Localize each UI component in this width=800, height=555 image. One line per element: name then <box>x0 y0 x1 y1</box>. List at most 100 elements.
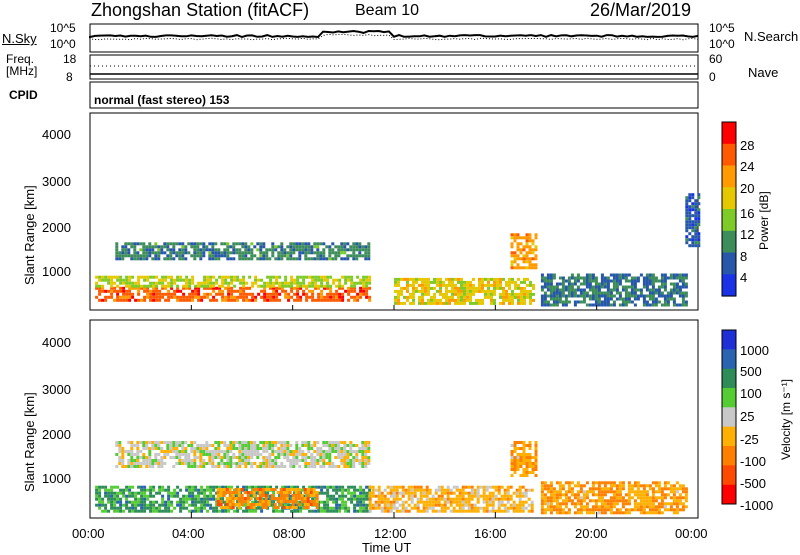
data-cell <box>511 298 514 302</box>
data-cell <box>347 485 351 489</box>
data-cell <box>585 303 589 307</box>
data-cell <box>482 494 486 498</box>
data-cell <box>172 450 176 453</box>
data-cell <box>226 245 230 249</box>
data-cell <box>133 251 137 255</box>
data-cell <box>295 453 299 456</box>
data-cell <box>154 456 158 459</box>
data-cell <box>146 278 150 282</box>
data-cell <box>657 502 661 506</box>
data-cell <box>513 459 517 462</box>
data-cell <box>549 273 553 277</box>
data-cell <box>383 488 387 492</box>
data-cell <box>672 511 676 515</box>
data-cell <box>303 497 307 500</box>
data-cell <box>404 491 408 495</box>
data-cell <box>250 441 254 444</box>
data-cell <box>208 459 212 462</box>
data-cell <box>119 298 123 302</box>
data-cell <box>121 245 125 249</box>
velocity-colorbar <box>721 329 737 505</box>
data-cell <box>515 503 519 507</box>
data-cell <box>576 493 580 497</box>
data-cell <box>322 456 326 459</box>
data-cell <box>121 257 125 261</box>
data-cell <box>443 503 447 507</box>
power-cbar-tick: 12 <box>740 227 755 242</box>
data-cell <box>452 491 456 495</box>
data-cell <box>573 484 577 488</box>
data-cell <box>269 275 273 279</box>
data-cell <box>259 251 263 255</box>
data-cell <box>564 297 568 301</box>
data-cell <box>697 214 701 218</box>
data-cell <box>439 289 442 293</box>
data-cell <box>633 276 637 280</box>
data-cell <box>197 491 201 495</box>
data-cell <box>344 278 348 282</box>
data-cell <box>463 283 466 287</box>
data-cell <box>290 485 294 489</box>
data-cell <box>122 295 126 299</box>
data-cell <box>615 484 619 488</box>
data-cell <box>512 509 516 513</box>
data-cell <box>445 283 448 287</box>
data-cell <box>323 485 327 489</box>
data-cell <box>651 496 655 500</box>
data-cell <box>125 281 129 285</box>
data-cell <box>142 462 146 465</box>
data-cell <box>275 292 279 296</box>
data-cell <box>510 242 514 246</box>
data-cell <box>149 284 153 288</box>
data-cell <box>191 503 195 507</box>
data-cell <box>286 456 290 459</box>
data-cell <box>137 278 141 282</box>
data-cell <box>470 497 474 501</box>
data-cell <box>496 277 499 281</box>
data-cell <box>627 502 631 506</box>
data-cell <box>296 286 300 290</box>
data-cell <box>322 450 326 453</box>
data-cell <box>299 509 303 513</box>
data-cell <box>482 488 486 492</box>
data-cell <box>266 491 270 495</box>
data-cell <box>469 280 472 284</box>
data-cell <box>371 488 375 492</box>
data-cell <box>540 487 544 491</box>
velocity-cbar-tick: 1000 <box>740 343 769 358</box>
data-cell <box>275 485 279 489</box>
data-cell <box>250 444 254 447</box>
data-cell <box>98 491 102 495</box>
data-cell <box>293 298 297 302</box>
data-cell <box>688 238 692 242</box>
data-cell <box>264 506 268 509</box>
data-cell <box>681 505 685 509</box>
data-cell <box>152 509 156 513</box>
data-cell <box>214 465 218 468</box>
data-cell <box>600 303 604 307</box>
data-cell <box>365 286 369 290</box>
data-cell <box>473 491 477 495</box>
data-cell <box>499 280 502 284</box>
data-cell <box>316 450 320 453</box>
data-cell <box>663 276 667 280</box>
data-cell <box>359 488 363 492</box>
data-cell <box>651 297 655 301</box>
data-cell <box>335 278 339 282</box>
tick-marks <box>89 305 699 518</box>
data-cell <box>437 488 441 492</box>
data-cell <box>332 278 336 282</box>
data-cell <box>277 441 281 444</box>
data-cell <box>310 462 314 465</box>
data-cell <box>200 281 204 285</box>
data-cell <box>663 484 667 488</box>
data-cell <box>277 453 281 456</box>
data-cell <box>446 500 450 504</box>
data-cell <box>552 508 556 512</box>
data-cell <box>615 276 619 280</box>
data-cell <box>389 503 393 507</box>
data-cell <box>691 208 695 212</box>
data-cell <box>597 505 601 509</box>
data-cell <box>691 241 695 245</box>
data-cell <box>519 441 523 444</box>
